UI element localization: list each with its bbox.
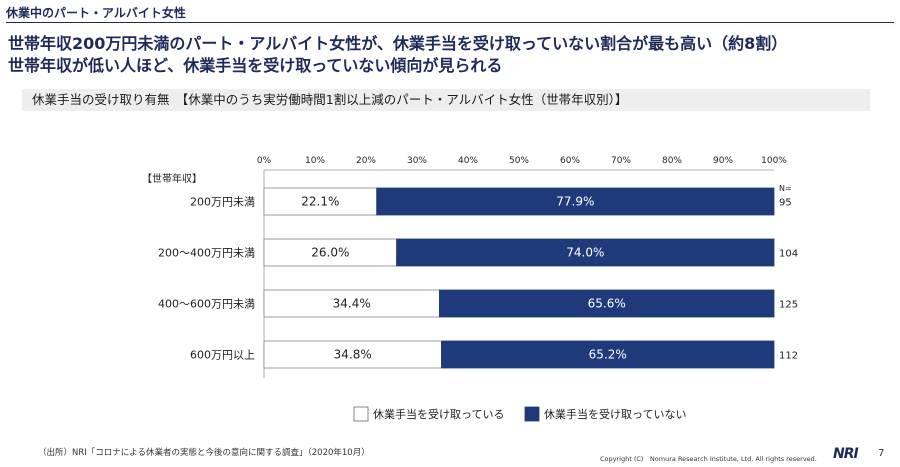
x-tick-label: 100% bbox=[761, 156, 787, 166]
data-label: 65.6% bbox=[588, 297, 626, 311]
x-tick-label: 70% bbox=[611, 156, 631, 166]
bar-segment-not-received bbox=[441, 340, 775, 369]
n-value-label: 112 bbox=[779, 351, 798, 362]
data-label: 34.4% bbox=[333, 297, 371, 311]
data-label: 77.9% bbox=[556, 195, 594, 209]
data-label: 26.0% bbox=[311, 246, 349, 260]
chart-subheader: 休業手当の受け取り有無 【休業中のうち実労働時間1割以上減のパート・アルバイト女… bbox=[22, 89, 870, 111]
category-label: 200～400万円未満 bbox=[158, 247, 255, 260]
legend-swatch-received bbox=[353, 406, 369, 422]
page-number: 7 bbox=[878, 448, 885, 459]
n-value-label: 95 bbox=[779, 198, 792, 209]
legend-swatch-not-received bbox=[524, 406, 540, 422]
x-tick-label: 10% bbox=[305, 156, 325, 166]
x-tick-label: 80% bbox=[662, 156, 682, 166]
x-tick-label: 90% bbox=[713, 156, 733, 166]
data-label: 22.1% bbox=[301, 195, 339, 209]
headline-line-1: 世帯年収200万円未満のパート・アルバイト女性が、休業手当を受け取っていない割合… bbox=[8, 34, 788, 53]
legend-label: 休業手当を受け取っている bbox=[373, 407, 504, 421]
group-axis-label: 【世帯年収】 bbox=[142, 172, 202, 185]
data-label: 65.2% bbox=[589, 348, 627, 362]
n-header-label: N= bbox=[779, 184, 792, 193]
data-label: 74.0% bbox=[566, 246, 604, 260]
nri-logo: NRI bbox=[833, 446, 859, 462]
x-tick-label: 30% bbox=[407, 156, 427, 166]
bar-segment-not-received bbox=[396, 238, 775, 267]
category-label: 600万円以上 bbox=[190, 349, 255, 362]
x-tick-label: 60% bbox=[560, 156, 580, 166]
category-label: 200万円未満 bbox=[190, 196, 255, 209]
section-divider bbox=[6, 22, 894, 23]
bar-segment-received bbox=[263, 187, 378, 216]
bar-segment-received bbox=[263, 289, 440, 318]
source-note: （出所）NRI「コロナによる休業者の実態と今後の意向に関する調査」（2020年1… bbox=[38, 448, 370, 458]
bar-segment-not-received bbox=[376, 187, 775, 216]
bar-segment-received bbox=[263, 340, 442, 369]
x-tick-label: 20% bbox=[356, 156, 376, 166]
legend-label: 休業手当を受け取っていない bbox=[544, 407, 686, 421]
stacked-bar-chart: 0% 10% 20% 30% 40% 50% 60% 70% 80% 90% 100% 【世帯年収】 N… bbox=[142, 156, 798, 422]
headline-line-2: 世帯年収が低い人ほど、休業手当を受け取っていない傾向が見られる bbox=[8, 56, 503, 75]
x-tick-label: 40% bbox=[458, 156, 478, 166]
n-value-label: 104 bbox=[779, 249, 798, 260]
x-tick-label: 50% bbox=[509, 156, 529, 166]
x-tick-label: 0% bbox=[257, 156, 272, 166]
category-label: 400～600万円未満 bbox=[158, 298, 255, 311]
n-value-label: 125 bbox=[779, 300, 798, 311]
copyright: Copyright (C) Nomura Research Institute,… bbox=[600, 455, 817, 463]
bar-segment-not-received bbox=[439, 289, 775, 318]
section-label: 休業中のパート・アルバイト女性 bbox=[6, 6, 186, 20]
data-label: 34.8% bbox=[334, 348, 372, 362]
